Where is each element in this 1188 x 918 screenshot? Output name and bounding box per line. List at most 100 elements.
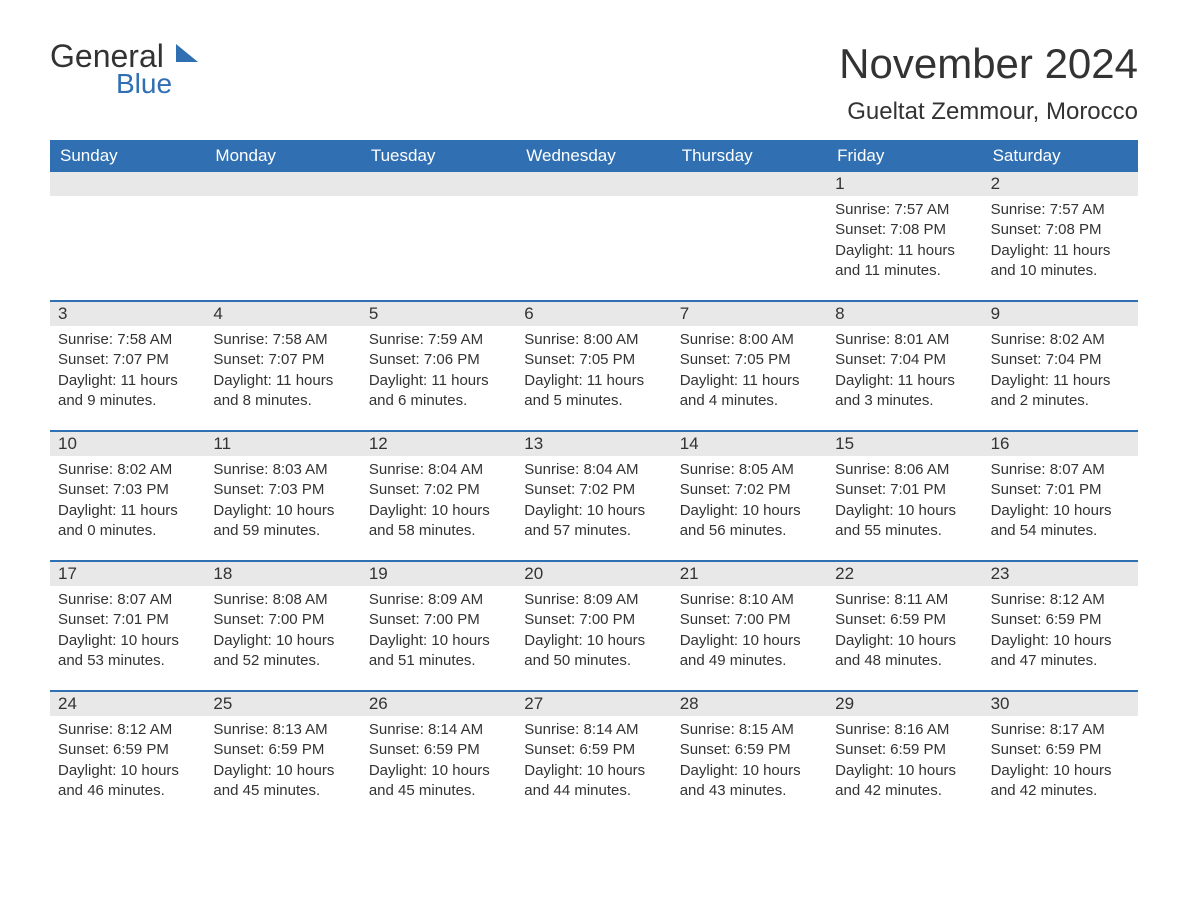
day-cell: 21Sunrise: 8:10 AMSunset: 7:00 PMDayligh…: [672, 562, 827, 690]
day-number: 4: [205, 302, 360, 326]
daylight-text: Daylight: 10 hours and 44 minutes.: [524, 761, 663, 802]
day-info: Sunrise: 8:16 AMSunset: 6:59 PMDaylight:…: [827, 716, 982, 805]
day-cell: 15Sunrise: 8:06 AMSunset: 7:01 PMDayligh…: [827, 432, 982, 560]
day-info: Sunrise: 8:12 AMSunset: 6:59 PMDaylight:…: [50, 716, 205, 805]
month-title: November 2024: [839, 40, 1138, 88]
daylight-text: Daylight: 11 hours and 10 minutes.: [991, 241, 1130, 282]
day-cell: [516, 172, 671, 300]
day-label: Monday: [205, 140, 360, 172]
calendar-week: 24Sunrise: 8:12 AMSunset: 6:59 PMDayligh…: [50, 690, 1138, 820]
daylight-text: Daylight: 10 hours and 59 minutes.: [213, 501, 352, 542]
daylight-text: Daylight: 11 hours and 3 minutes.: [835, 371, 974, 412]
day-info: Sunrise: 7:58 AMSunset: 7:07 PMDaylight:…: [50, 326, 205, 415]
sunrise-text: Sunrise: 8:07 AM: [58, 590, 197, 610]
day-number: 20: [516, 562, 671, 586]
sunrise-text: Sunrise: 8:04 AM: [369, 460, 508, 480]
day-info: Sunrise: 8:09 AMSunset: 7:00 PMDaylight:…: [361, 586, 516, 675]
daylight-text: Daylight: 10 hours and 49 minutes.: [680, 631, 819, 672]
day-label: Wednesday: [516, 140, 671, 172]
day-cell: 3Sunrise: 7:58 AMSunset: 7:07 PMDaylight…: [50, 302, 205, 430]
day-number: 30: [983, 692, 1138, 716]
day-cell: 1Sunrise: 7:57 AMSunset: 7:08 PMDaylight…: [827, 172, 982, 300]
sunrise-text: Sunrise: 8:17 AM: [991, 720, 1130, 740]
day-cell: 9Sunrise: 8:02 AMSunset: 7:04 PMDaylight…: [983, 302, 1138, 430]
daylight-text: Daylight: 10 hours and 54 minutes.: [991, 501, 1130, 542]
daylight-text: Daylight: 10 hours and 58 minutes.: [369, 501, 508, 542]
day-cell: 20Sunrise: 8:09 AMSunset: 7:00 PMDayligh…: [516, 562, 671, 690]
calendar: SundayMondayTuesdayWednesdayThursdayFrid…: [50, 140, 1138, 820]
daylight-text: Daylight: 11 hours and 8 minutes.: [213, 371, 352, 412]
day-cell: 24Sunrise: 8:12 AMSunset: 6:59 PMDayligh…: [50, 692, 205, 820]
location-label: Gueltat Zemmour, Morocco: [839, 98, 1138, 126]
day-cell: 28Sunrise: 8:15 AMSunset: 6:59 PMDayligh…: [672, 692, 827, 820]
day-info: Sunrise: 7:58 AMSunset: 7:07 PMDaylight:…: [205, 326, 360, 415]
day-info: Sunrise: 8:08 AMSunset: 7:00 PMDaylight:…: [205, 586, 360, 675]
sunset-text: Sunset: 7:08 PM: [991, 220, 1130, 240]
sunset-text: Sunset: 7:07 PM: [58, 350, 197, 370]
day-cell: [361, 172, 516, 300]
day-number: 14: [672, 432, 827, 456]
calendar-week: 3Sunrise: 7:58 AMSunset: 7:07 PMDaylight…: [50, 300, 1138, 430]
title-block: November 2024 Gueltat Zemmour, Morocco: [839, 40, 1138, 134]
calendar-week: 1Sunrise: 7:57 AMSunset: 7:08 PMDaylight…: [50, 172, 1138, 300]
sunrise-text: Sunrise: 8:13 AM: [213, 720, 352, 740]
daylight-text: Daylight: 10 hours and 42 minutes.: [835, 761, 974, 802]
calendar-week: 10Sunrise: 8:02 AMSunset: 7:03 PMDayligh…: [50, 430, 1138, 560]
day-label: Tuesday: [361, 140, 516, 172]
sunset-text: Sunset: 7:01 PM: [835, 480, 974, 500]
sunrise-text: Sunrise: 8:02 AM: [991, 330, 1130, 350]
calendar-week: 17Sunrise: 8:07 AMSunset: 7:01 PMDayligh…: [50, 560, 1138, 690]
day-number: [361, 172, 516, 196]
day-label: Friday: [827, 140, 982, 172]
sunrise-text: Sunrise: 8:00 AM: [680, 330, 819, 350]
sunrise-text: Sunrise: 8:02 AM: [58, 460, 197, 480]
sunset-text: Sunset: 7:02 PM: [524, 480, 663, 500]
sunrise-text: Sunrise: 8:14 AM: [524, 720, 663, 740]
sunrise-text: Sunrise: 8:04 AM: [524, 460, 663, 480]
sunrise-text: Sunrise: 7:58 AM: [213, 330, 352, 350]
day-number: 26: [361, 692, 516, 716]
day-cell: 27Sunrise: 8:14 AMSunset: 6:59 PMDayligh…: [516, 692, 671, 820]
sunset-text: Sunset: 7:07 PM: [213, 350, 352, 370]
day-number: 11: [205, 432, 360, 456]
sunset-text: Sunset: 7:05 PM: [680, 350, 819, 370]
sunrise-text: Sunrise: 7:57 AM: [835, 200, 974, 220]
day-number: 13: [516, 432, 671, 456]
day-cell: 19Sunrise: 8:09 AMSunset: 7:00 PMDayligh…: [361, 562, 516, 690]
daylight-text: Daylight: 10 hours and 55 minutes.: [835, 501, 974, 542]
sunrise-text: Sunrise: 8:03 AM: [213, 460, 352, 480]
day-info: Sunrise: 8:04 AMSunset: 7:02 PMDaylight:…: [516, 456, 671, 545]
sunrise-text: Sunrise: 8:06 AM: [835, 460, 974, 480]
day-info: Sunrise: 7:57 AMSunset: 7:08 PMDaylight:…: [827, 196, 982, 285]
sunset-text: Sunset: 6:59 PM: [835, 610, 974, 630]
sunset-text: Sunset: 7:04 PM: [835, 350, 974, 370]
daylight-text: Daylight: 11 hours and 2 minutes.: [991, 371, 1130, 412]
daylight-text: Daylight: 11 hours and 11 minutes.: [835, 241, 974, 282]
day-info: Sunrise: 8:15 AMSunset: 6:59 PMDaylight:…: [672, 716, 827, 805]
daylight-text: Daylight: 10 hours and 51 minutes.: [369, 631, 508, 672]
day-number: 29: [827, 692, 982, 716]
day-info: Sunrise: 8:03 AMSunset: 7:03 PMDaylight:…: [205, 456, 360, 545]
sunset-text: Sunset: 7:00 PM: [213, 610, 352, 630]
day-cell: 13Sunrise: 8:04 AMSunset: 7:02 PMDayligh…: [516, 432, 671, 560]
day-info: Sunrise: 8:04 AMSunset: 7:02 PMDaylight:…: [361, 456, 516, 545]
day-number: 15: [827, 432, 982, 456]
day-info: Sunrise: 8:01 AMSunset: 7:04 PMDaylight:…: [827, 326, 982, 415]
sunset-text: Sunset: 7:03 PM: [58, 480, 197, 500]
daylight-text: Daylight: 10 hours and 43 minutes.: [680, 761, 819, 802]
logo: General Blue: [50, 40, 198, 100]
day-cell: 25Sunrise: 8:13 AMSunset: 6:59 PMDayligh…: [205, 692, 360, 820]
day-info: Sunrise: 8:06 AMSunset: 7:01 PMDaylight:…: [827, 456, 982, 545]
day-cell: 14Sunrise: 8:05 AMSunset: 7:02 PMDayligh…: [672, 432, 827, 560]
day-number: 19: [361, 562, 516, 586]
daylight-text: Daylight: 11 hours and 5 minutes.: [524, 371, 663, 412]
sunrise-text: Sunrise: 8:10 AM: [680, 590, 819, 610]
day-cell: 2Sunrise: 7:57 AMSunset: 7:08 PMDaylight…: [983, 172, 1138, 300]
sunrise-text: Sunrise: 7:58 AM: [58, 330, 197, 350]
sunrise-text: Sunrise: 8:07 AM: [991, 460, 1130, 480]
sunset-text: Sunset: 6:59 PM: [58, 740, 197, 760]
sunrise-text: Sunrise: 8:08 AM: [213, 590, 352, 610]
sunset-text: Sunset: 6:59 PM: [680, 740, 819, 760]
day-number: 12: [361, 432, 516, 456]
day-number: [672, 172, 827, 196]
